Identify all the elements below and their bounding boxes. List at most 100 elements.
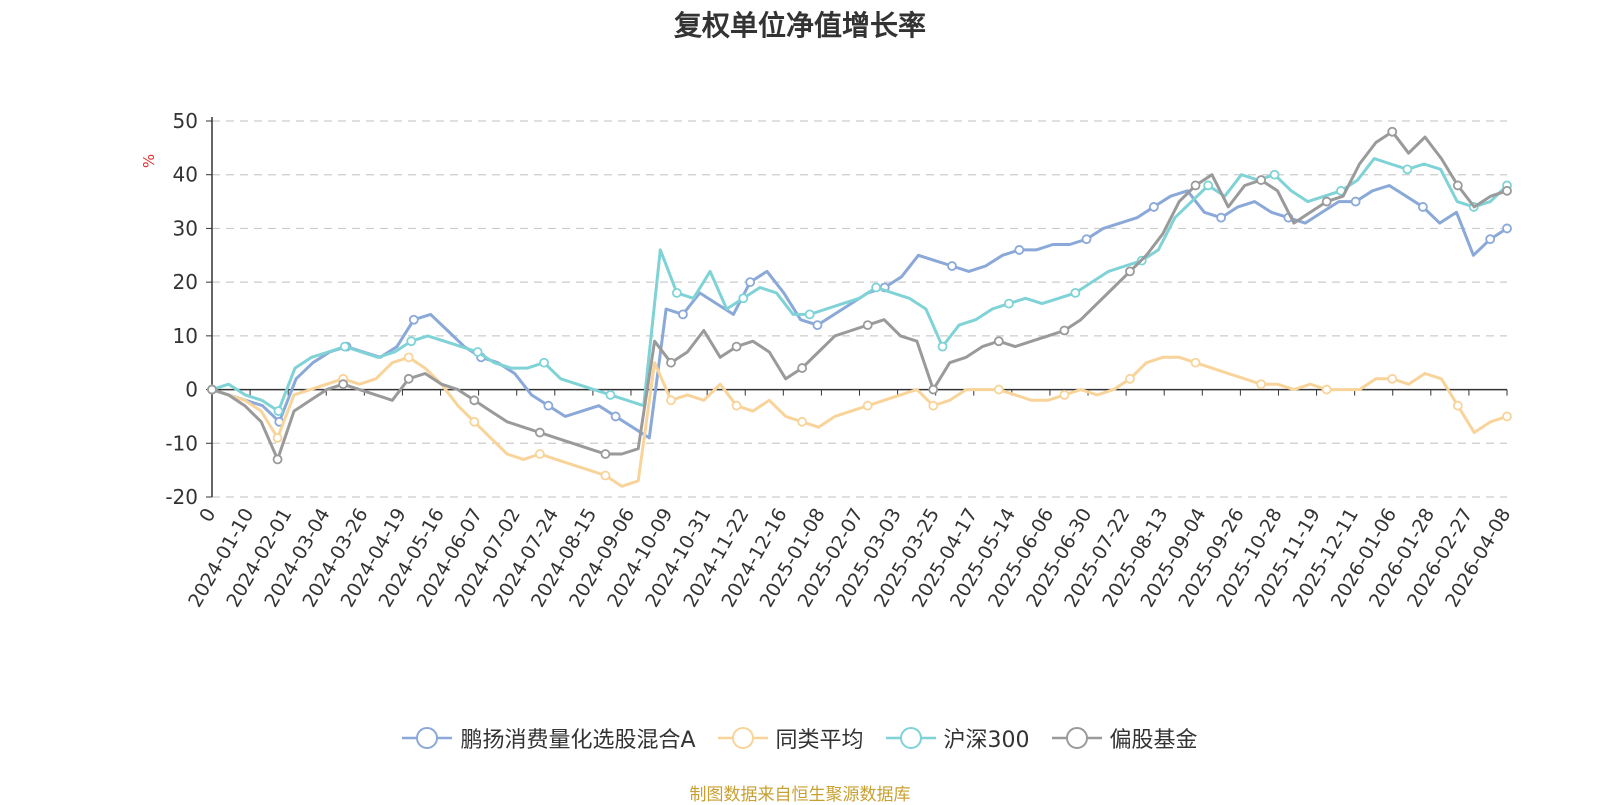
data-point	[678, 309, 688, 320]
data-point	[1256, 379, 1267, 390]
data-point	[1321, 384, 1332, 395]
legend-label: 沪深300	[943, 728, 1030, 753]
data-point	[539, 357, 549, 368]
data-point	[1125, 266, 1135, 277]
chart-title: 复权单位净值增长率	[673, 9, 926, 42]
data-point	[1418, 202, 1428, 212]
data-point	[338, 379, 349, 390]
data-point	[1004, 298, 1014, 309]
data-point	[862, 320, 873, 331]
data-point	[812, 320, 823, 331]
data-point	[1387, 126, 1398, 137]
data-point	[671, 287, 682, 298]
data-point	[666, 395, 676, 406]
y-axis-label: %	[140, 154, 158, 168]
data-point	[928, 400, 939, 411]
data-point	[600, 449, 611, 459]
legend-item[interactable]: 鹏扬消费量化选股混合A	[402, 722, 696, 754]
y-tick-label: -20	[165, 485, 198, 509]
data-point	[745, 277, 756, 288]
legend-item[interactable]: 沪深300	[885, 722, 1030, 754]
data-point	[1256, 175, 1267, 185]
data-point	[862, 400, 873, 411]
y-tick-label: 40	[173, 163, 198, 187]
series-lines	[207, 126, 1512, 488]
data-point	[1014, 245, 1025, 255]
data-point	[797, 416, 808, 427]
data-point	[469, 395, 480, 406]
data-point	[731, 341, 742, 352]
data-point	[1059, 390, 1070, 400]
data-point	[272, 454, 283, 465]
source-note: 制图数据来自恒生聚源数据库	[689, 785, 911, 805]
data-point	[600, 470, 611, 481]
data-point	[408, 314, 419, 325]
data-point	[871, 282, 882, 293]
grid-lines	[212, 120, 1507, 498]
data-point	[1452, 180, 1463, 191]
legend-item[interactable]: 偏股基金	[1051, 722, 1198, 754]
data-point	[1070, 287, 1081, 298]
data-point	[993, 384, 1004, 395]
data-point	[804, 309, 815, 320]
data-point	[534, 449, 545, 459]
data-point	[666, 357, 676, 368]
y-tick-label: 30	[173, 216, 198, 240]
data-point	[605, 390, 616, 400]
data-point	[406, 336, 417, 347]
y-tick-label: 20	[173, 270, 198, 294]
data-point	[1148, 202, 1159, 212]
data-point	[928, 384, 939, 395]
data-point	[947, 261, 957, 271]
legend-label: 同类平均	[775, 728, 864, 753]
legend-item[interactable]: 同类平均	[717, 722, 864, 754]
data-point	[403, 352, 414, 363]
data-point	[472, 347, 483, 357]
series-line-1	[211, 355, 1508, 488]
y-tick-label: 50	[173, 109, 198, 133]
data-point	[1125, 373, 1135, 384]
legend-marker-icon	[402, 727, 453, 749]
data-point	[1190, 180, 1201, 191]
data-point	[1502, 185, 1512, 196]
data-point	[1190, 357, 1201, 368]
data-point	[731, 400, 742, 411]
data-point	[1452, 400, 1463, 411]
data-point	[469, 416, 480, 427]
data-point	[610, 411, 621, 422]
legend-marker-icon	[1051, 727, 1102, 749]
data-point	[273, 406, 284, 416]
data-point	[1485, 234, 1496, 245]
y-tick-label: 10	[173, 324, 198, 348]
data-point	[1269, 169, 1280, 180]
data-point	[1216, 212, 1226, 223]
axes: 50403020100-10-2002024-01-102024-02-0120…	[165, 109, 1515, 611]
data-point	[272, 433, 283, 443]
legend-marker-icon	[717, 727, 768, 749]
legend-label: 鹏扬消费量化选股混合A	[460, 728, 696, 753]
y-tick-label: -10	[165, 431, 198, 455]
data-point	[1502, 223, 1512, 234]
data-point	[1402, 164, 1413, 175]
y-tick-label: 0	[185, 378, 198, 402]
series-line-0	[211, 184, 1508, 440]
data-point	[339, 341, 350, 352]
data-point	[797, 363, 808, 373]
series-line-2	[211, 157, 1509, 413]
data-point	[1059, 325, 1070, 336]
data-point	[937, 341, 948, 352]
x-tick-label: 0	[195, 505, 220, 526]
data-point	[738, 293, 749, 304]
legend: 鹏扬消费量化选股混合A 同类平均 沪深300 偏股基金	[0, 722, 1600, 754]
legend-marker-icon	[885, 727, 936, 749]
data-point	[543, 400, 554, 411]
data-point	[1081, 234, 1092, 245]
data-point	[1502, 411, 1512, 422]
data-point	[1350, 196, 1361, 207]
data-point	[1321, 196, 1332, 207]
data-point	[534, 427, 545, 438]
data-point	[403, 373, 414, 384]
data-point	[1203, 180, 1214, 191]
legend-label: 偏股基金	[1109, 728, 1198, 753]
